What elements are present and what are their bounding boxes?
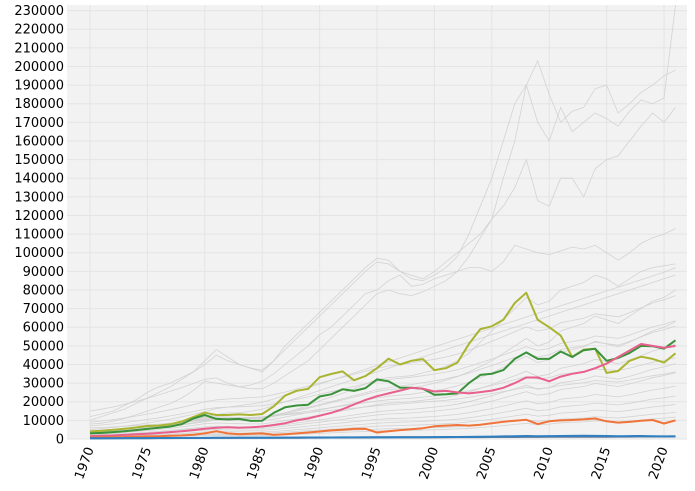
x-tick-label: 2005 bbox=[474, 445, 499, 481]
background-series-line-11 bbox=[89, 395, 676, 438]
y-tick-label: 140000 bbox=[14, 172, 64, 187]
y-tick-label: 230000 bbox=[14, 4, 64, 19]
y-tick-label: 200000 bbox=[14, 60, 64, 75]
x-tick-label: 1995 bbox=[359, 445, 384, 481]
y-tick-label: 210000 bbox=[14, 41, 64, 56]
y-tick-label: 150000 bbox=[14, 153, 64, 168]
y-tick-label: 60000 bbox=[23, 321, 64, 336]
x-axis: 1970 1975 1980 1985 1990 1995 2000 2005 2010 2015… bbox=[72, 445, 671, 481]
x-tick-label: 1985 bbox=[245, 445, 270, 481]
highlighted-series-line-3 bbox=[89, 417, 676, 439]
y-tick-label: 30000 bbox=[23, 377, 64, 392]
x-tick-label: 2010 bbox=[532, 445, 557, 481]
y-tick-label: 160000 bbox=[14, 134, 64, 149]
y-tick-label: 70000 bbox=[23, 302, 64, 317]
y-tick-label: 190000 bbox=[14, 79, 64, 94]
background-series-line-0 bbox=[89, 59, 676, 417]
x-tick-label: 1970 bbox=[72, 445, 97, 481]
background-series-line-16 bbox=[89, 295, 676, 423]
y-tick-label: 80000 bbox=[23, 283, 64, 298]
background-series-line-1 bbox=[89, 4, 676, 421]
background-series-line-21 bbox=[89, 325, 676, 434]
y-tick-label: 0 bbox=[56, 433, 64, 448]
y-tick-label: 10000 bbox=[23, 414, 64, 429]
y-tick-label: 50000 bbox=[23, 339, 64, 354]
x-tick-label: 1975 bbox=[130, 445, 155, 481]
y-tick-label: 180000 bbox=[14, 97, 64, 112]
x-tick-label: 2020 bbox=[646, 445, 671, 481]
y-axis: 0 10000 20000 30000 40000 50000 60000 70000 8000… bbox=[14, 4, 64, 447]
y-tick-label: 120000 bbox=[14, 209, 64, 224]
highlighted-series-line-1 bbox=[89, 339, 677, 435]
background-series-line-19 bbox=[89, 228, 676, 412]
highlighted-series-group bbox=[89, 291, 677, 440]
x-tick-label: 1980 bbox=[187, 445, 212, 481]
highlighted-series-line-5 bbox=[89, 434, 676, 440]
background-series-line-7 bbox=[89, 343, 676, 435]
y-tick-label: 130000 bbox=[14, 190, 64, 205]
y-tick-label: 100000 bbox=[14, 246, 64, 261]
x-tick-label: 2000 bbox=[417, 445, 442, 481]
y-tick-label: 170000 bbox=[14, 116, 64, 131]
background-series-line-2 bbox=[89, 107, 676, 425]
y-tick-label: 110000 bbox=[14, 228, 64, 243]
background-series-line-6 bbox=[89, 321, 676, 434]
x-tick-label: 1990 bbox=[302, 445, 327, 481]
y-tick-label: 20000 bbox=[23, 395, 64, 410]
y-tick-label: 220000 bbox=[14, 23, 64, 38]
y-tick-label: 40000 bbox=[23, 358, 64, 373]
x-tick-label: 2015 bbox=[589, 445, 614, 481]
background-series-line-8 bbox=[89, 363, 676, 436]
highlighted-series-line-2 bbox=[89, 343, 676, 438]
y-tick-label: 90000 bbox=[23, 265, 64, 280]
